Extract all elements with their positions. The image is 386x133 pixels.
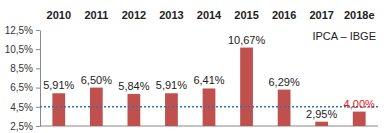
- y-tick-mark: [36, 107, 40, 108]
- data-label: 5,91%: [156, 79, 187, 91]
- y-axis: 2,5% 4,5% 6,5% 8,5% 10,5% 12,5%: [5, 25, 41, 132]
- y-tick-mark: [36, 30, 40, 31]
- data-label: 6,50%: [81, 74, 112, 86]
- x-tick: 2014: [197, 9, 222, 21]
- data-label: 2,95%: [306, 108, 337, 120]
- plot: 2,5%4,5%6,5%8,5%10,5%12,5%20102011201220…: [5, 9, 378, 132]
- x-tick-label: 2018e: [344, 9, 375, 21]
- data-label: 5,91%: [43, 79, 74, 91]
- y-tick: 10,5%: [5, 44, 40, 55]
- annotation: IPCA – IBGE: [312, 30, 376, 42]
- y-tick: 6,5%: [10, 82, 40, 93]
- x-tick: 2011: [84, 9, 108, 21]
- bar: [165, 93, 178, 126]
- bar: [240, 48, 253, 126]
- data-label: 5,84%: [118, 80, 149, 92]
- x-tick: 2015: [234, 9, 258, 21]
- x-tick: 2010: [47, 9, 71, 21]
- bar: [128, 94, 141, 126]
- y-tick-mark: [36, 49, 40, 50]
- x-tick-label: 2014: [197, 9, 222, 21]
- bar: [278, 90, 291, 126]
- y-tick-label: 10,5%: [5, 44, 33, 55]
- y-tick-mark: [36, 68, 40, 69]
- data-label: 4,00%: [344, 98, 375, 110]
- x-tick-label: 2017: [309, 9, 333, 21]
- x-tick: 2017: [309, 9, 333, 21]
- x-tick-label: 2011: [84, 9, 108, 21]
- x-tick: 2016: [272, 9, 296, 21]
- bar: [353, 112, 366, 126]
- x-axis: 2010 2011 2012 2013 2014 2015 2016 2017 2018e: [47, 9, 375, 21]
- x-tick-label: 2015: [234, 9, 258, 21]
- y-tick-label: 2,5%: [10, 121, 33, 132]
- chart: 2,5%4,5%6,5%8,5%10,5%12,5%20102011201220…: [0, 0, 386, 133]
- y-tick: 2,5%: [10, 121, 40, 132]
- y-tick-label: 12,5%: [5, 25, 33, 36]
- data-label: 6,41%: [193, 74, 224, 86]
- y-tick-label: 4,5%: [10, 102, 33, 113]
- marks: [40, 48, 378, 126]
- x-tick: 2018e: [344, 9, 375, 21]
- y-tick-label: 8,5%: [10, 63, 33, 74]
- x-tick-label: 2013: [159, 9, 183, 21]
- data-labels: 5,91% 6,50% 5,84% 5,91% 6,41% 10,67% 6,29% 2,95…: [43, 34, 375, 120]
- data-label: 6,29%: [269, 76, 300, 88]
- x-tick: 2013: [159, 9, 183, 21]
- x-tick-label: 2012: [122, 9, 146, 21]
- y-tick-mark: [36, 88, 40, 89]
- x-tick: 2012: [122, 9, 146, 21]
- x-tick-label: 2016: [272, 9, 296, 21]
- y-tick: 12,5%: [5, 25, 40, 36]
- y-tick: 4,5%: [10, 102, 40, 113]
- y-tick-mark: [36, 126, 40, 127]
- y-tick: 8,5%: [10, 63, 40, 74]
- bar: [52, 93, 65, 126]
- y-tick-label: 6,5%: [10, 82, 33, 93]
- y-axis-line: [40, 31, 41, 127]
- bar: [315, 122, 328, 126]
- data-label: 10,67%: [228, 34, 266, 46]
- x-tick-label: 2010: [47, 9, 71, 21]
